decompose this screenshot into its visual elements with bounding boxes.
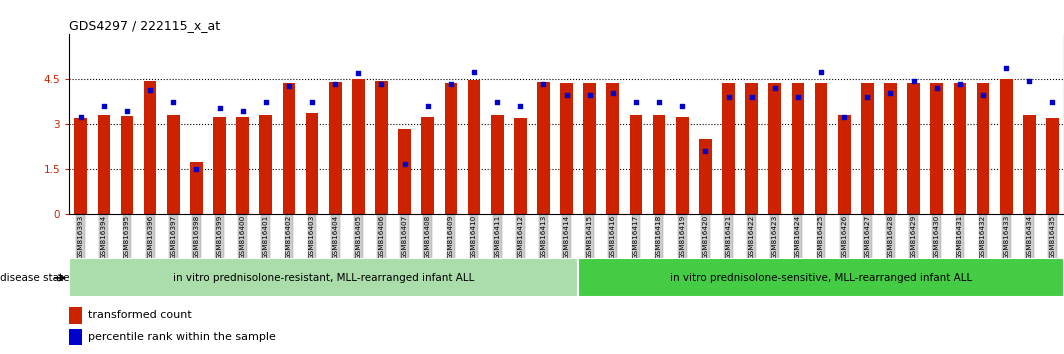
Bar [908,83,920,214]
Point [188,166,205,172]
Bar [537,82,550,214]
Bar [98,115,111,214]
Point [142,87,159,92]
Point [650,99,667,105]
Bar [283,83,296,214]
Text: transformed count: transformed count [88,310,193,320]
Bar [1023,115,1035,214]
Point [466,69,483,74]
Point [951,81,968,87]
Bar [676,117,688,214]
Text: in vitro prednisolone-resistant, MLL-rearranged infant ALL: in vitro prednisolone-resistant, MLL-rea… [173,273,475,283]
Point [628,99,645,105]
Point [743,94,760,99]
Point [604,90,621,96]
Bar [745,83,758,214]
Point [882,90,899,96]
Bar [815,83,828,214]
Point [998,65,1015,71]
Bar [792,83,804,214]
Point [905,78,922,84]
Point [488,99,505,105]
Point [211,105,228,110]
Point [535,81,552,87]
Bar [69,258,578,297]
Bar [236,117,249,214]
Bar [445,83,458,214]
Point [281,83,298,89]
Bar [861,83,874,214]
Bar [69,307,82,324]
Bar [583,83,596,214]
Text: GDS4297 / 222115_x_at: GDS4297 / 222115_x_at [69,19,220,33]
Point [96,103,113,109]
Point [835,114,852,120]
Bar [578,258,1064,297]
Point [859,94,876,99]
Bar [352,79,365,214]
Bar [561,83,572,214]
Bar [144,81,156,214]
Bar [329,82,342,214]
Point [1020,78,1037,84]
Bar [190,162,203,214]
Bar [468,80,481,214]
Bar [630,115,643,214]
Bar [376,81,388,214]
Bar [977,83,990,214]
Point [928,85,945,91]
Text: percentile rank within the sample: percentile rank within the sample [88,332,277,342]
Point [72,114,89,120]
Point [350,70,367,76]
Point [558,92,575,98]
Bar [884,83,897,214]
Text: in vitro prednisolone-sensitive, MLL-rearranged infant ALL: in vitro prednisolone-sensitive, MLL-rea… [670,273,972,283]
Point [1044,99,1061,105]
Point [975,92,992,98]
Point [697,148,714,154]
Point [396,161,413,166]
Bar [953,83,966,214]
Point [674,103,691,109]
Point [512,103,529,109]
Bar [1046,118,1059,214]
Bar [699,139,712,214]
Point [165,99,182,105]
Bar [1000,79,1013,214]
Point [303,99,320,105]
Bar [837,115,850,214]
Point [813,69,830,74]
Bar [606,83,619,214]
Bar [260,115,272,214]
Bar [305,113,318,214]
Point [118,108,135,114]
Bar [491,115,503,214]
Point [373,81,390,87]
Bar [74,118,87,214]
Bar [69,329,82,345]
Point [234,108,251,114]
Bar [722,83,735,214]
Bar [213,117,226,214]
Point [419,103,436,109]
Bar [120,116,133,214]
Bar [930,83,943,214]
Point [581,92,598,98]
Point [257,99,275,105]
Bar [421,117,434,214]
Bar [167,115,180,214]
Point [789,94,807,99]
Bar [652,115,665,214]
Point [327,81,344,87]
Text: disease state: disease state [0,273,69,283]
Point [766,85,783,91]
Bar [768,83,781,214]
Bar [514,118,527,214]
Point [720,94,737,99]
Point [443,81,460,87]
Bar [398,129,411,214]
